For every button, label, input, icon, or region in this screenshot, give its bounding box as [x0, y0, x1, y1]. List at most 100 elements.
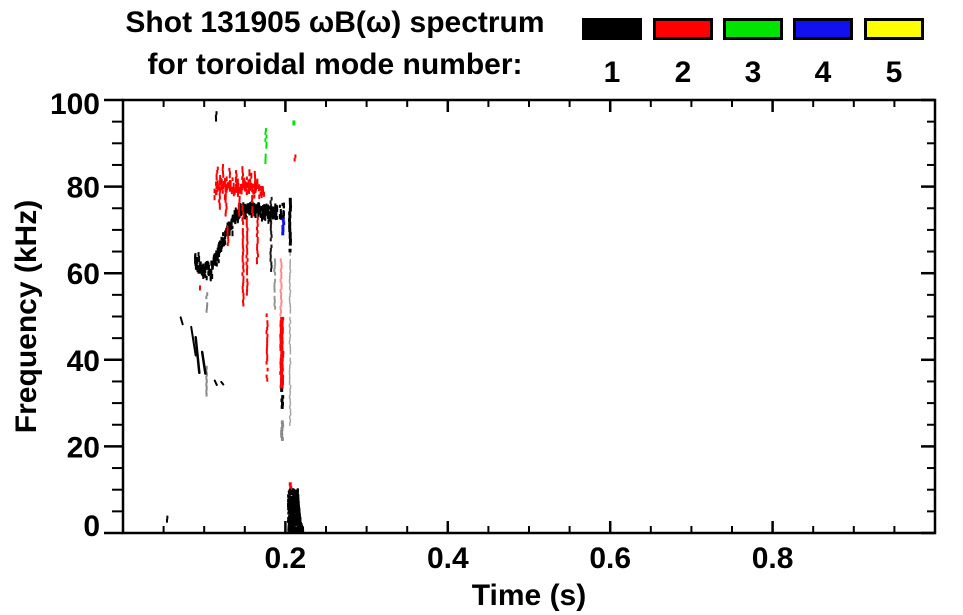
data-point	[289, 501, 292, 505]
data-point	[235, 170, 238, 174]
data-point	[245, 244, 248, 249]
data-point	[287, 519, 290, 523]
data-point	[289, 496, 292, 500]
data-point	[288, 405, 291, 409]
data-point	[227, 235, 230, 240]
data-point	[218, 251, 221, 258]
data-point	[292, 494, 295, 498]
data-point	[226, 225, 229, 230]
data-point	[241, 207, 244, 212]
data-point	[291, 518, 295, 522]
data-point	[297, 512, 300, 516]
data-point	[274, 272, 277, 276]
data-point	[281, 395, 285, 399]
data-point	[280, 405, 284, 409]
data-point	[205, 389, 208, 394]
data-point	[294, 502, 297, 506]
data-point	[222, 240, 225, 247]
data-point	[256, 182, 259, 187]
data-point	[257, 253, 260, 258]
data-point	[224, 183, 227, 188]
data-point	[246, 271, 249, 276]
data-point	[226, 228, 229, 233]
data-point	[273, 265, 276, 269]
data-point	[280, 427, 284, 431]
data-point	[251, 209, 254, 214]
data-point	[288, 378, 291, 382]
data-point	[296, 493, 300, 497]
data-point	[204, 274, 207, 278]
data-point	[301, 529, 304, 533]
data-point	[288, 214, 292, 219]
data-point	[264, 206, 267, 213]
data-point	[214, 181, 217, 186]
data-point	[222, 238, 225, 243]
data-point	[295, 518, 298, 522]
data-point	[215, 176, 218, 181]
data-point	[205, 372, 208, 377]
data-point	[229, 184, 232, 191]
data-stroke	[179, 316, 184, 326]
data-point	[279, 320, 284, 324]
data-point	[254, 212, 257, 219]
data-point	[205, 392, 208, 397]
data-point	[224, 235, 227, 240]
data-point	[299, 528, 303, 532]
data-point	[261, 186, 264, 192]
data-point	[218, 202, 221, 207]
data-point	[274, 306, 277, 310]
data-point	[215, 250, 218, 255]
axis-frame	[121, 98, 937, 535]
data-point	[241, 176, 244, 180]
data-point	[246, 264, 249, 269]
data-point	[196, 256, 199, 262]
data-point	[242, 221, 245, 225]
data-point	[219, 189, 222, 193]
data-point	[261, 205, 264, 211]
data-point	[290, 517, 293, 521]
data-point	[272, 214, 275, 219]
data-point	[225, 176, 228, 182]
data-point	[289, 412, 292, 416]
data-point	[267, 220, 270, 224]
data-point	[279, 340, 284, 345]
data-point	[279, 384, 284, 389]
data-point	[266, 367, 269, 372]
data-point	[246, 241, 249, 245]
data-point	[221, 190, 224, 194]
data-point	[295, 493, 298, 497]
data-point	[249, 178, 252, 183]
data-point	[241, 172, 244, 177]
data-point	[241, 217, 244, 222]
data-point	[298, 510, 301, 514]
data-point	[258, 194, 261, 199]
data-point	[166, 515, 169, 520]
data-point	[288, 381, 291, 386]
data-point	[280, 374, 285, 379]
data-point	[218, 245, 221, 250]
data-point	[198, 255, 201, 262]
data-point	[288, 224, 292, 229]
data-point	[279, 361, 284, 365]
data-point	[256, 184, 259, 188]
data-point	[292, 120, 296, 126]
y-tick-label: 0	[83, 510, 100, 543]
data-point	[241, 238, 244, 242]
data-point	[253, 174, 256, 178]
data-point	[216, 166, 219, 171]
data-point	[256, 178, 259, 184]
data-point	[246, 258, 249, 262]
data-point	[242, 234, 245, 239]
data-point	[242, 248, 245, 253]
legend-swatch-mode-2	[653, 18, 713, 40]
data-point	[292, 516, 295, 520]
data-point	[279, 295, 282, 300]
data-point	[296, 506, 299, 510]
data-point	[279, 344, 284, 348]
data-point	[222, 170, 225, 175]
data-point	[291, 501, 294, 505]
data-point	[211, 274, 214, 280]
data-point	[245, 217, 248, 221]
data-point	[245, 189, 248, 196]
data-point	[255, 257, 258, 261]
